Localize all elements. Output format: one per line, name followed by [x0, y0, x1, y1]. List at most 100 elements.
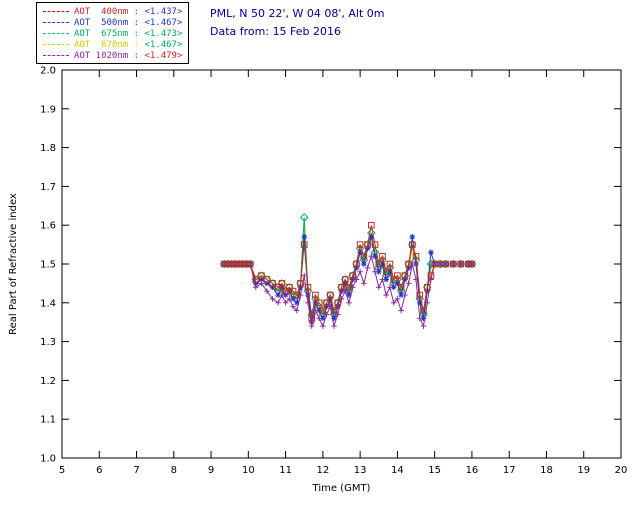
marker-aot-400nm	[356, 241, 364, 248]
x-tick-label: 5	[59, 465, 65, 476]
marker-aot-400nm	[330, 307, 338, 314]
marker-aot-400nm	[464, 260, 472, 268]
marker-aot-400nm	[390, 276, 397, 283]
chart-header: PML, N 50 22', W 04 08', Alt 0m Data fro…	[210, 5, 384, 41]
legend-value: <1.467>	[139, 17, 183, 28]
marker-aot-500nm	[395, 281, 400, 286]
marker-aot-500nm	[346, 292, 352, 298]
y-tick-label: 1.3	[40, 337, 56, 348]
legend-line-swatch	[43, 44, 69, 45]
station-location-text: PML, N 50 22', W 04 08', Alt 0m	[210, 7, 385, 20]
marker-aot-400nm	[269, 280, 276, 287]
marker-aot-500nm	[383, 277, 389, 282]
marker-aot-400nm	[304, 283, 312, 291]
marker-aot-400nm	[312, 291, 319, 299]
marker-aot-400nm	[409, 241, 416, 248]
marker-aot-400nm	[224, 260, 232, 268]
marker-aot-500nm	[275, 292, 281, 298]
legend-entry: AOT 675nm : <1.473>	[43, 28, 182, 39]
marker-aot-400nm	[397, 283, 405, 291]
marker-aot-500nm	[428, 249, 434, 255]
marker-aot-400nm	[252, 276, 260, 283]
marker-aot-400nm	[420, 307, 427, 314]
marker-aot-400nm	[375, 260, 383, 268]
marker-aot-400nm	[282, 287, 289, 295]
x-tick-label: 6	[96, 465, 102, 476]
legend-value: <1.473>	[139, 28, 183, 39]
marker-aot-400nm	[278, 280, 286, 287]
marker-aot-400nm	[371, 241, 379, 248]
marker-aot-400nm	[341, 276, 349, 283]
legend-entry: AOT 870nm : <1.467>	[43, 39, 182, 50]
legend-label: AOT 870nm :	[74, 39, 140, 50]
marker-aot-400nm	[427, 272, 435, 279]
marker-aot-400nm	[382, 268, 390, 276]
marker-aot-400nm	[360, 252, 368, 260]
legend-entry: AOT 500nm : <1.467>	[43, 17, 182, 28]
marker-aot-400nm	[246, 260, 254, 268]
marker-aot-400nm	[327, 291, 334, 299]
x-tick-label: 11	[279, 465, 292, 476]
legend-line-swatch	[43, 55, 69, 56]
marker-aot-400nm	[323, 299, 330, 307]
marker-aot-500nm	[368, 234, 374, 240]
marker-aot-400nm	[368, 221, 375, 229]
marker-aot-400nm	[300, 241, 308, 248]
marker-aot-400nm	[231, 260, 239, 268]
y-tick-label: 1.7	[40, 182, 56, 193]
legend-label: AOT 400nm :	[74, 6, 140, 17]
marker-aot-500nm	[413, 261, 419, 267]
marker-aot-500nm	[320, 315, 326, 321]
marker-aot-400nm	[416, 291, 424, 299]
x-tick-label: 18	[540, 465, 553, 476]
marker-aot-400nm	[386, 260, 394, 268]
marker-aot-400nm	[423, 283, 431, 291]
marker-aot-400nm	[450, 260, 457, 268]
marker-aot-400nm	[394, 272, 401, 279]
legend-label: AOT 675nm :	[74, 28, 140, 39]
y-tick-label: 1.4	[40, 298, 56, 309]
x-tick-label: 14	[391, 465, 404, 476]
x-tick-label: 15	[428, 465, 441, 476]
series-line-aot-400nm	[224, 225, 472, 319]
legend: AOT 400nm : <1.437> AOT 500nm : <1.467> AO…	[36, 2, 190, 64]
marker-aot-400nm	[353, 260, 360, 268]
plot-frame	[61, 69, 622, 459]
y-tick-label: 1.5	[40, 260, 56, 271]
y-tick-label: 1.2	[40, 376, 56, 387]
legend-entry: AOT 1020nm : <1.479>	[43, 50, 182, 61]
legend-label: AOT 500nm :	[74, 17, 140, 28]
marker-aot-400nm	[220, 260, 228, 268]
legend-line-swatch	[43, 33, 69, 34]
marker-aot-400nm	[405, 260, 412, 268]
marker-aot-500nm	[376, 269, 382, 275]
marker-aot-400nm	[345, 283, 353, 291]
legend-line-swatch	[43, 11, 69, 12]
marker-aot-500nm	[409, 234, 415, 240]
y-tick-label: 1.1	[40, 415, 56, 426]
marker-aot-400nm	[293, 291, 301, 299]
x-tick-label: 12	[316, 465, 329, 476]
x-tick-label: 10	[242, 465, 255, 476]
marker-aot-500nm	[301, 234, 307, 240]
x-tick-label: 17	[503, 465, 516, 476]
marker-aot-400nm	[297, 280, 304, 287]
marker-aot-400nm	[286, 283, 293, 291]
marker-aot-500nm	[391, 284, 397, 290]
marker-aot-400nm	[258, 272, 265, 279]
x-tick-label: 13	[354, 465, 367, 476]
x-axis-label: Time (GMT)	[312, 483, 371, 494]
marker-aot-400nm	[289, 287, 297, 295]
x-tick-label: 9	[208, 465, 214, 476]
legend-entry: AOT 400nm : <1.437>	[43, 6, 182, 17]
data-date-text: Data from: 15 Feb 2016	[210, 25, 342, 38]
legend-value: <1.437>	[139, 6, 183, 17]
marker-aot-400nm	[308, 315, 315, 322]
legend-line-swatch	[43, 22, 69, 23]
marker-aot-675nm	[299, 213, 309, 222]
y-axis-label: Real Part of Refractive index	[8, 193, 19, 335]
y-tick-label: 1.0	[40, 454, 56, 465]
y-tick-label: 1.6	[40, 221, 56, 232]
marker-aot-400nm	[338, 283, 345, 291]
